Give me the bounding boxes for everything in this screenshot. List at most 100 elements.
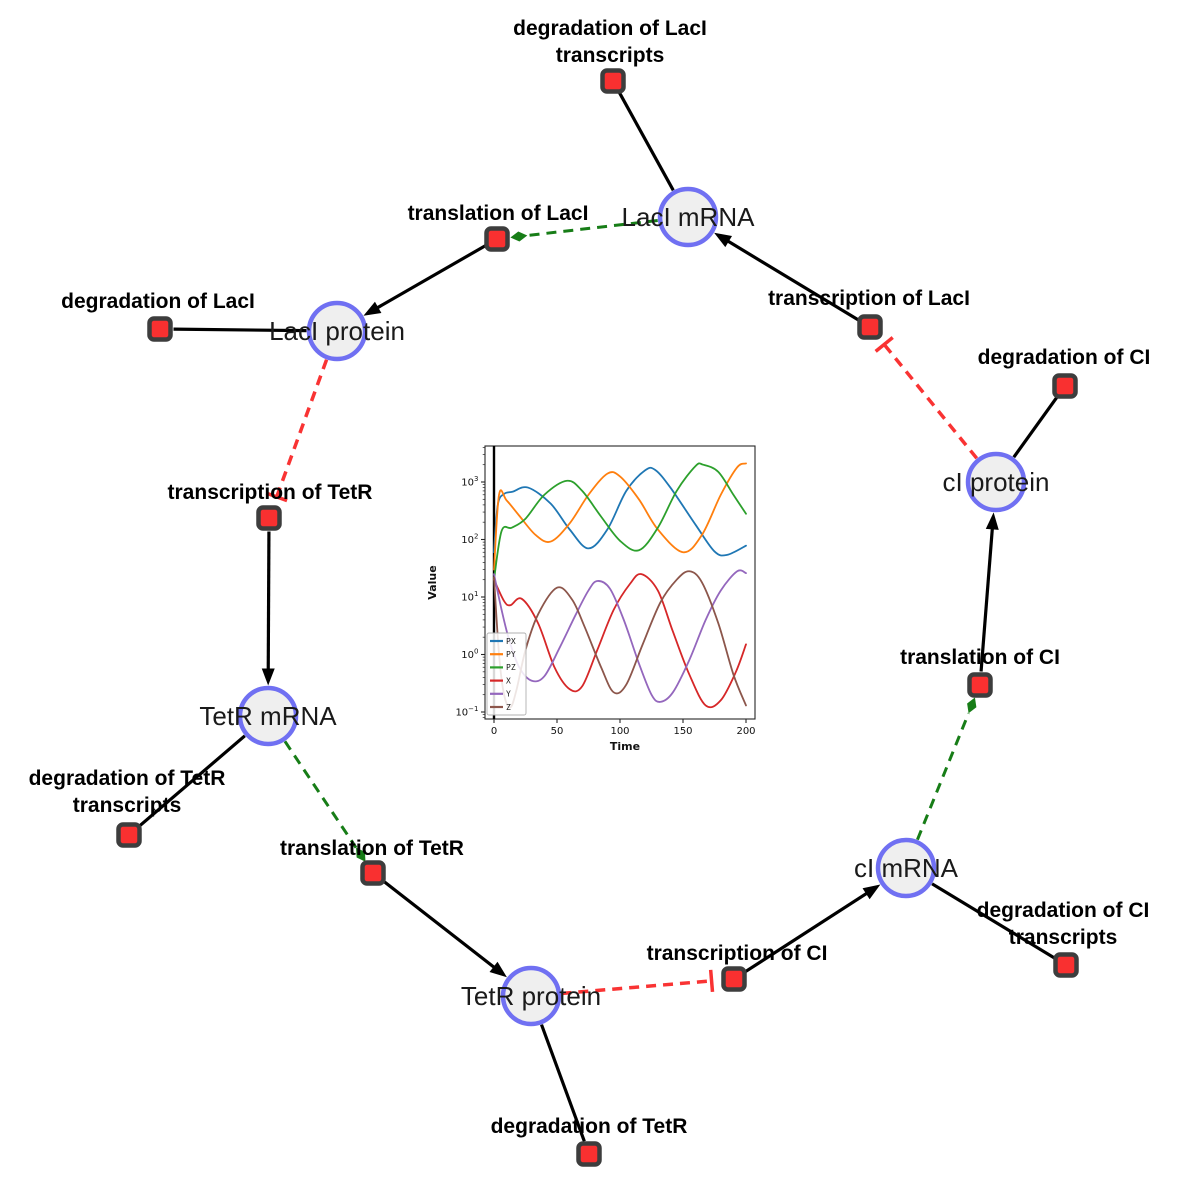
- reaction-node-tsl_tetR[interactable]: [360, 860, 386, 886]
- reaction-node-deg_lacI[interactable]: [147, 316, 173, 342]
- legend-label-PZ: PZ: [506, 663, 516, 672]
- edges-layer: [138, 92, 1059, 1142]
- legend-label-X: X: [506, 676, 511, 685]
- y-axis-label: Value: [426, 565, 439, 599]
- species-label-tetR_mRNA: TetR mRNA: [199, 701, 337, 731]
- species-node-lacI_mRNA[interactable]: [657, 186, 719, 248]
- reaction-label-deg_lacI_tx: degradation of LacI: [513, 17, 707, 40]
- series-line-Y: [493, 569, 747, 703]
- edge-line-cI_protein-deg_cI: [1012, 396, 1059, 459]
- reaction-node-deg_cI_tx[interactable]: [1053, 952, 1079, 978]
- series-line-PZ: [493, 462, 747, 581]
- series-line-PY: [493, 462, 747, 571]
- edge-inhibition-cI_protein-txn_lacI: [874, 336, 979, 460]
- reaction-label-deg_lacI: degradation of LacI: [61, 290, 255, 313]
- edge-arrow-tsl_tetR-tetR_protein: [382, 880, 507, 978]
- reaction-label-tsl_lacI: translation of LacI: [408, 202, 589, 225]
- production-arrowhead: [862, 884, 881, 900]
- inhibition-tbar: [265, 491, 288, 503]
- reaction-node-deg_lacI_tx[interactable]: [600, 68, 626, 94]
- production-arrowhead: [714, 232, 733, 248]
- production-arrowhead: [363, 301, 382, 316]
- species-label-lacI_protein: LacI protein: [269, 316, 405, 346]
- species-node-cI_protein[interactable]: [965, 451, 1027, 513]
- x-tick-label: 150: [673, 726, 692, 737]
- species-label-tetR_protein: TetR protein: [461, 981, 601, 1011]
- y-tick-label: 10−1: [455, 705, 478, 719]
- y-tick-label: 101: [461, 590, 478, 604]
- reaction-label-deg_cI: degradation of CI: [978, 346, 1151, 369]
- edge-arrow-txn_tetR-tetR_mRNA: [261, 531, 275, 686]
- catalysis-diamond-head: [967, 697, 977, 714]
- reaction-node-txn_tetR[interactable]: [256, 505, 282, 531]
- x-axis-label: Time: [610, 740, 640, 753]
- species-label-cI_mRNA: cI mRNA: [854, 853, 959, 883]
- edge-arrow-txn_cI-cI_mRNA: [744, 884, 881, 974]
- edge-line-lacI_protein-deg_lacI: [173, 327, 307, 333]
- reaction-label-tsl_tetR: translation of TetR: [280, 837, 464, 860]
- reaction-label-txn_tetR: transcription of TetR: [168, 481, 373, 504]
- reaction-label-txn_cI: transcription of CI: [647, 942, 828, 965]
- edge-line-tetR_mRNA-deg_tetR_tx: [138, 734, 246, 828]
- labels-layer: degradation of LacI transcripts translatio…: [29, 17, 1151, 1138]
- x-tick-label: 200: [736, 726, 755, 737]
- reaction-label-deg_tetR: degradation of TetR: [491, 1115, 688, 1138]
- reaction-node-tsl_lacI[interactable]: [484, 226, 510, 252]
- species-label-cI_protein: cI protein: [943, 467, 1050, 497]
- x-tick-label: 50: [551, 726, 564, 737]
- chart-legend: PX PY PZ XYZ: [486, 632, 527, 716]
- reaction-node-deg_tetR[interactable]: [576, 1141, 602, 1167]
- edge-catalysis-lacI_mRNA-tsl_lacI: [510, 218, 658, 242]
- reaction-node-deg_tetR_tx[interactable]: [116, 822, 142, 848]
- edge-line-cI_mRNA-deg_cI_tx: [931, 882, 1056, 960]
- reaction-node-tsl_cI[interactable]: [967, 672, 993, 698]
- species-node-lacI_protein[interactable]: [306, 300, 368, 362]
- legend-label-Y: Y: [506, 690, 511, 699]
- production-arrowhead: [489, 961, 507, 978]
- x-tick-label: 0: [491, 726, 497, 737]
- species-node-cI_mRNA[interactable]: [875, 837, 937, 899]
- nodes-layer: [116, 68, 1079, 1167]
- reaction-node-txn_cI[interactable]: [721, 966, 747, 992]
- legend-label-Z: Z: [506, 703, 511, 712]
- production-arrowhead: [985, 512, 999, 530]
- series-line-X: [493, 573, 747, 709]
- edge-arrow-tsl_cI-cI_protein: [979, 512, 999, 672]
- reaction-label-deg_tetR_tx: transcripts: [73, 794, 182, 817]
- edge-arrow-tsl_lacI-lacI_protein: [363, 244, 487, 316]
- inhibition-tbar: [708, 969, 715, 992]
- reaction-node-txn_lacI[interactable]: [857, 314, 883, 340]
- reaction-node-deg_cI[interactable]: [1052, 373, 1078, 399]
- catalysis-diamond-head: [356, 847, 366, 862]
- reaction-label-txn_lacI: transcription of LacI: [768, 287, 970, 310]
- edge-catalysis-cI_mRNA-tsl_cI: [916, 697, 977, 841]
- reaction-label-deg_cI_tx: transcripts: [1009, 926, 1118, 949]
- catalysis-diamond-head: [510, 231, 528, 242]
- y-tick-label: 102: [461, 533, 478, 547]
- species-label-lacI_mRNA: LacI mRNA: [622, 202, 756, 232]
- edge-line-tetR_protein-deg_tetR: [540, 1024, 586, 1142]
- y-tick-label: 103: [461, 475, 478, 489]
- edge-inhibition-lacI_protein-txn_tetR: [265, 359, 329, 503]
- species-node-tetR_protein[interactable]: [500, 965, 562, 1027]
- reaction-label-deg_cI_tx: degradation of CI: [977, 899, 1150, 922]
- legend-label-PX: PX: [506, 637, 516, 646]
- production-arrowhead: [261, 668, 275, 686]
- edge-catalysis-tetR_mRNA-tsl_tetR: [283, 740, 366, 862]
- x-tick-label: 100: [610, 726, 629, 737]
- reaction-label-deg_lacI_tx: transcripts: [556, 44, 665, 67]
- inhibition-tbar: [874, 336, 894, 353]
- reaction-label-deg_tetR_tx: degradation of TetR: [29, 767, 226, 790]
- edge-line-lacI_mRNA-deg_lacI_tx: [618, 92, 675, 192]
- edge-arrow-txn_lacI-lacI_mRNA: [714, 232, 860, 322]
- series-line-Z: [493, 570, 747, 709]
- species-node-tetR_mRNA[interactable]: [237, 685, 299, 747]
- edge-inhibition-tetR_protein-txn_cI: [561, 969, 715, 996]
- chart-series-group: [493, 462, 747, 709]
- y-tick-label: 100: [461, 648, 478, 662]
- reaction-label-tsl_cI: translation of CI: [900, 646, 1060, 669]
- legend-label-PY: PY: [506, 650, 516, 659]
